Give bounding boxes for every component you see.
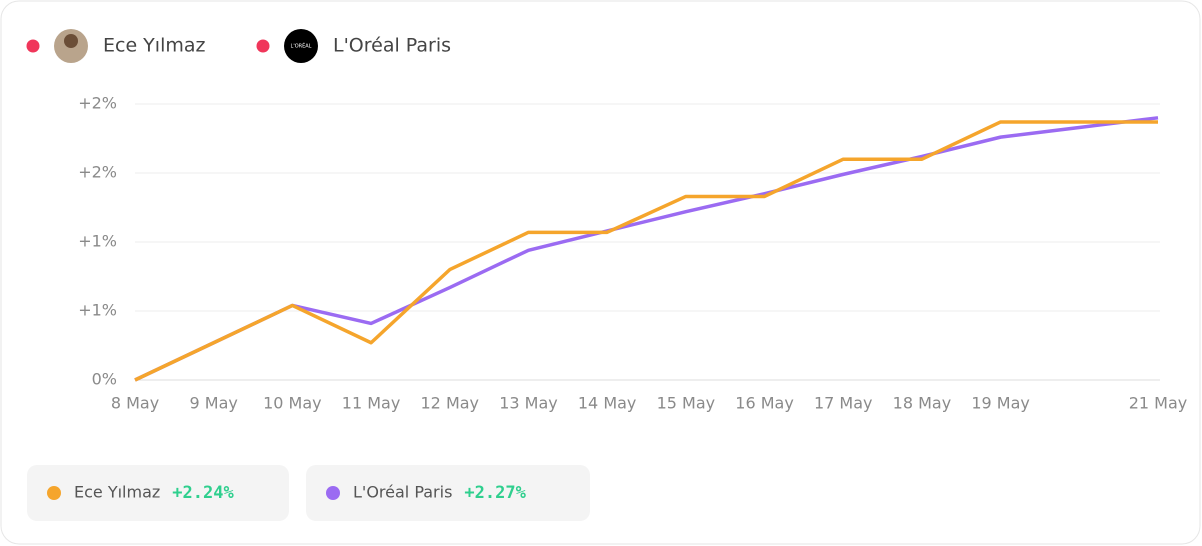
x-tick-label: 12 May: [421, 394, 480, 413]
brand-logo: [284, 29, 318, 63]
x-tick-label: 13 May: [499, 394, 558, 413]
legend-label: Ece Yılmaz: [103, 35, 205, 57]
chip-label: L'Oréal Paris: [353, 483, 452, 502]
x-tick-label: 10 May: [263, 394, 322, 413]
y-tick-label: +2%: [78, 163, 117, 182]
legend-label: L'Oréal Paris: [333, 35, 451, 57]
y-tick-label: +1%: [78, 301, 117, 320]
x-tick-label: 9 May: [190, 394, 238, 413]
legend-marker: [256, 39, 270, 53]
x-tick-label: 19 May: [971, 394, 1030, 413]
x-tick-label: 8 May: [111, 394, 159, 413]
summary-chip[interactable]: [306, 465, 590, 521]
summary-chip[interactable]: [27, 465, 289, 521]
logo-text: L'ORÉAL: [291, 42, 312, 50]
avatar-face: [64, 34, 78, 48]
y-tick-label: +1%: [78, 232, 117, 251]
y-tick-label: 0%: [92, 370, 117, 389]
x-tick-label: 17 May: [814, 394, 873, 413]
x-tick-label: 15 May: [657, 394, 716, 413]
x-tick-label: 16 May: [735, 394, 794, 413]
chip-total: +2.27%: [464, 483, 526, 503]
x-tick-label: 18 May: [893, 394, 952, 413]
series-line: [134, 120, 1158, 382]
x-tick-label: 21 May: [1129, 394, 1188, 413]
x-tick-label: 11 May: [342, 394, 401, 413]
legend-marker: [26, 39, 40, 53]
x-tick-label: 14 May: [578, 394, 637, 413]
chip-marker: [326, 486, 340, 500]
y-tick-label: +2%: [78, 94, 117, 113]
chip-label: Ece Yılmaz: [74, 483, 160, 502]
chip-marker: [47, 486, 61, 500]
series-line: [134, 116, 1159, 382]
chip-total: +2.24%: [172, 483, 234, 503]
